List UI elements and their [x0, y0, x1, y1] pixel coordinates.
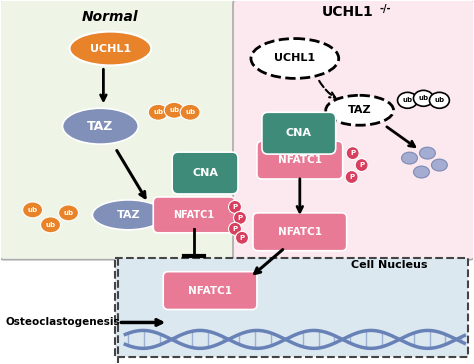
- Text: TAZ: TAZ: [117, 210, 140, 220]
- Text: Normal: Normal: [82, 9, 139, 24]
- Text: ub: ub: [153, 109, 164, 115]
- Text: ub: ub: [185, 109, 195, 115]
- Text: ub: ub: [64, 210, 73, 216]
- Ellipse shape: [398, 92, 418, 108]
- Text: P: P: [349, 174, 354, 180]
- Text: ub: ub: [402, 97, 412, 103]
- Text: UCHL1: UCHL1: [274, 54, 315, 63]
- Text: P: P: [237, 215, 243, 221]
- Text: TAZ: TAZ: [87, 120, 114, 133]
- FancyBboxPatch shape: [0, 0, 238, 260]
- Ellipse shape: [63, 108, 138, 144]
- Ellipse shape: [148, 104, 168, 120]
- Ellipse shape: [326, 95, 393, 125]
- Ellipse shape: [58, 205, 79, 221]
- Ellipse shape: [180, 104, 200, 120]
- Ellipse shape: [355, 159, 368, 171]
- Ellipse shape: [401, 152, 418, 164]
- Ellipse shape: [228, 222, 241, 235]
- Text: UCHL1: UCHL1: [90, 44, 131, 54]
- Text: Cell Nucleus: Cell Nucleus: [351, 260, 428, 270]
- Ellipse shape: [346, 147, 359, 159]
- Ellipse shape: [345, 171, 358, 183]
- Text: TAZ: TAZ: [348, 105, 372, 115]
- Ellipse shape: [234, 211, 246, 224]
- FancyBboxPatch shape: [153, 197, 235, 233]
- Ellipse shape: [429, 92, 449, 108]
- FancyBboxPatch shape: [115, 258, 468, 357]
- Text: NFATC1: NFATC1: [188, 286, 232, 296]
- Text: Osteoclastogenesis: Osteoclastogenesis: [6, 317, 120, 328]
- Text: UCHL1: UCHL1: [322, 5, 374, 19]
- FancyBboxPatch shape: [257, 141, 343, 179]
- Ellipse shape: [413, 90, 433, 106]
- FancyBboxPatch shape: [172, 152, 238, 194]
- Text: P: P: [359, 162, 364, 168]
- Ellipse shape: [228, 201, 241, 213]
- Ellipse shape: [413, 166, 429, 178]
- FancyBboxPatch shape: [253, 213, 346, 251]
- Ellipse shape: [419, 147, 436, 159]
- Text: ub: ub: [46, 222, 55, 228]
- Text: NFATC1: NFATC1: [278, 227, 322, 237]
- Text: ub: ub: [27, 207, 37, 213]
- Ellipse shape: [164, 102, 184, 118]
- Text: P: P: [232, 204, 237, 210]
- Text: CNA: CNA: [192, 168, 218, 178]
- Text: CNA: CNA: [286, 128, 312, 138]
- Text: P: P: [232, 226, 237, 232]
- FancyBboxPatch shape: [233, 0, 474, 260]
- Text: -/-: -/-: [380, 4, 392, 14]
- Ellipse shape: [431, 159, 447, 171]
- Text: NFATC1: NFATC1: [278, 155, 322, 165]
- Text: ub: ub: [434, 97, 445, 103]
- Text: ub: ub: [169, 107, 179, 113]
- FancyBboxPatch shape: [163, 272, 257, 309]
- Ellipse shape: [251, 39, 339, 78]
- Text: NFATC1: NFATC1: [173, 210, 215, 220]
- Ellipse shape: [70, 32, 151, 66]
- Ellipse shape: [41, 217, 61, 233]
- Text: P: P: [350, 150, 355, 156]
- Text: ub: ub: [419, 95, 428, 101]
- Ellipse shape: [23, 202, 43, 218]
- Text: P: P: [239, 235, 245, 241]
- FancyBboxPatch shape: [262, 112, 336, 154]
- Ellipse shape: [236, 231, 248, 244]
- Ellipse shape: [92, 200, 164, 230]
